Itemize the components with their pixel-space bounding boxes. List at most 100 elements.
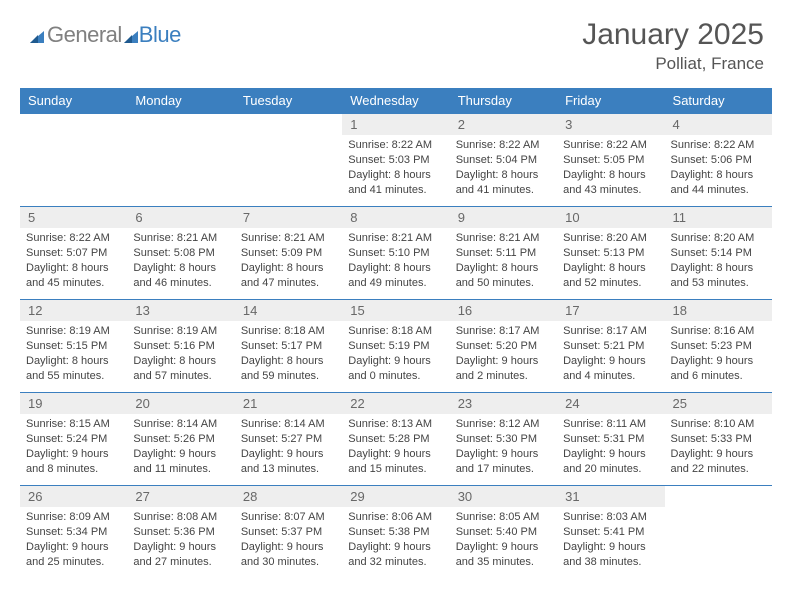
calendar-cell: 9Sunrise: 8:21 AMSunset: 5:11 PMDaylight… (450, 207, 557, 300)
day-number: 23 (450, 393, 557, 414)
day-number: 12 (20, 300, 127, 321)
day-number: 3 (557, 114, 664, 135)
day-header: Wednesday (342, 88, 449, 114)
day-details: Sunrise: 8:10 AMSunset: 5:33 PMDaylight:… (665, 414, 772, 478)
calendar-cell: 5Sunrise: 8:22 AMSunset: 5:07 PMDaylight… (20, 207, 127, 300)
title-block: January 2025 Polliat, France (582, 18, 764, 74)
calendar-row: 19Sunrise: 8:15 AMSunset: 5:24 PMDayligh… (20, 393, 772, 486)
calendar-cell (127, 114, 234, 207)
day-details: Sunrise: 8:09 AMSunset: 5:34 PMDaylight:… (20, 507, 127, 571)
day-number: 8 (342, 207, 449, 228)
day-number: 24 (557, 393, 664, 414)
day-number: 21 (235, 393, 342, 414)
day-number: 22 (342, 393, 449, 414)
day-details: Sunrise: 8:22 AMSunset: 5:03 PMDaylight:… (342, 135, 449, 199)
day-number: 29 (342, 486, 449, 507)
calendar-cell: 1Sunrise: 8:22 AMSunset: 5:03 PMDaylight… (342, 114, 449, 207)
day-details: Sunrise: 8:21 AMSunset: 5:10 PMDaylight:… (342, 228, 449, 292)
calendar-cell: 11Sunrise: 8:20 AMSunset: 5:14 PMDayligh… (665, 207, 772, 300)
header: General Blue January 2025 Polliat, Franc… (0, 0, 792, 82)
day-number: 20 (127, 393, 234, 414)
calendar-row: 26Sunrise: 8:09 AMSunset: 5:34 PMDayligh… (20, 486, 772, 579)
day-number: 25 (665, 393, 772, 414)
calendar-cell: 18Sunrise: 8:16 AMSunset: 5:23 PMDayligh… (665, 300, 772, 393)
month-title: January 2025 (582, 18, 764, 52)
day-details: Sunrise: 8:15 AMSunset: 5:24 PMDaylight:… (20, 414, 127, 478)
day-details: Sunrise: 8:19 AMSunset: 5:15 PMDaylight:… (20, 321, 127, 385)
calendar-cell: 23Sunrise: 8:12 AMSunset: 5:30 PMDayligh… (450, 393, 557, 486)
day-number: 9 (450, 207, 557, 228)
calendar-row: 5Sunrise: 8:22 AMSunset: 5:07 PMDaylight… (20, 207, 772, 300)
day-details: Sunrise: 8:08 AMSunset: 5:36 PMDaylight:… (127, 507, 234, 571)
calendar-cell: 12Sunrise: 8:19 AMSunset: 5:15 PMDayligh… (20, 300, 127, 393)
calendar-cell: 16Sunrise: 8:17 AMSunset: 5:20 PMDayligh… (450, 300, 557, 393)
logo-text-1: General (47, 22, 122, 48)
logo-icon (28, 25, 46, 45)
calendar-cell: 7Sunrise: 8:21 AMSunset: 5:09 PMDaylight… (235, 207, 342, 300)
calendar-cell (20, 114, 127, 207)
day-details: Sunrise: 8:14 AMSunset: 5:27 PMDaylight:… (235, 414, 342, 478)
calendar-cell: 25Sunrise: 8:10 AMSunset: 5:33 PMDayligh… (665, 393, 772, 486)
calendar-cell: 28Sunrise: 8:07 AMSunset: 5:37 PMDayligh… (235, 486, 342, 579)
day-number: 26 (20, 486, 127, 507)
day-details: Sunrise: 8:05 AMSunset: 5:40 PMDaylight:… (450, 507, 557, 571)
calendar-cell: 24Sunrise: 8:11 AMSunset: 5:31 PMDayligh… (557, 393, 664, 486)
calendar-cell: 13Sunrise: 8:19 AMSunset: 5:16 PMDayligh… (127, 300, 234, 393)
logo-icon (122, 25, 140, 45)
day-details: Sunrise: 8:13 AMSunset: 5:28 PMDaylight:… (342, 414, 449, 478)
day-header: Thursday (450, 88, 557, 114)
day-details: Sunrise: 8:14 AMSunset: 5:26 PMDaylight:… (127, 414, 234, 478)
day-details: Sunrise: 8:22 AMSunset: 5:07 PMDaylight:… (20, 228, 127, 292)
calendar-cell: 10Sunrise: 8:20 AMSunset: 5:13 PMDayligh… (557, 207, 664, 300)
day-details: Sunrise: 8:11 AMSunset: 5:31 PMDaylight:… (557, 414, 664, 478)
day-details: Sunrise: 8:18 AMSunset: 5:19 PMDaylight:… (342, 321, 449, 385)
day-number: 10 (557, 207, 664, 228)
day-details: Sunrise: 8:17 AMSunset: 5:20 PMDaylight:… (450, 321, 557, 385)
calendar-cell: 20Sunrise: 8:14 AMSunset: 5:26 PMDayligh… (127, 393, 234, 486)
day-number: 2 (450, 114, 557, 135)
day-details: Sunrise: 8:22 AMSunset: 5:05 PMDaylight:… (557, 135, 664, 199)
calendar-row: 1Sunrise: 8:22 AMSunset: 5:03 PMDaylight… (20, 114, 772, 207)
day-details: Sunrise: 8:21 AMSunset: 5:08 PMDaylight:… (127, 228, 234, 292)
day-details: Sunrise: 8:20 AMSunset: 5:14 PMDaylight:… (665, 228, 772, 292)
day-details: Sunrise: 8:18 AMSunset: 5:17 PMDaylight:… (235, 321, 342, 385)
calendar-cell: 3Sunrise: 8:22 AMSunset: 5:05 PMDaylight… (557, 114, 664, 207)
day-number: 13 (127, 300, 234, 321)
calendar-cell: 6Sunrise: 8:21 AMSunset: 5:08 PMDaylight… (127, 207, 234, 300)
calendar-cell: 29Sunrise: 8:06 AMSunset: 5:38 PMDayligh… (342, 486, 449, 579)
calendar-cell (235, 114, 342, 207)
day-header: Friday (557, 88, 664, 114)
calendar-cell: 26Sunrise: 8:09 AMSunset: 5:34 PMDayligh… (20, 486, 127, 579)
calendar-cell: 17Sunrise: 8:17 AMSunset: 5:21 PMDayligh… (557, 300, 664, 393)
day-number: 6 (127, 207, 234, 228)
calendar-cell: 27Sunrise: 8:08 AMSunset: 5:36 PMDayligh… (127, 486, 234, 579)
day-number: 7 (235, 207, 342, 228)
calendar-cell: 31Sunrise: 8:03 AMSunset: 5:41 PMDayligh… (557, 486, 664, 579)
logo: General Blue (28, 18, 181, 48)
day-header: Tuesday (235, 88, 342, 114)
day-number: 15 (342, 300, 449, 321)
day-number: 27 (127, 486, 234, 507)
day-details: Sunrise: 8:19 AMSunset: 5:16 PMDaylight:… (127, 321, 234, 385)
day-number: 16 (450, 300, 557, 321)
day-details: Sunrise: 8:03 AMSunset: 5:41 PMDaylight:… (557, 507, 664, 571)
calendar-cell: 21Sunrise: 8:14 AMSunset: 5:27 PMDayligh… (235, 393, 342, 486)
day-number: 5 (20, 207, 127, 228)
day-header: Sunday (20, 88, 127, 114)
day-number: 31 (557, 486, 664, 507)
calendar-cell: 14Sunrise: 8:18 AMSunset: 5:17 PMDayligh… (235, 300, 342, 393)
day-number: 11 (665, 207, 772, 228)
calendar-cell: 30Sunrise: 8:05 AMSunset: 5:40 PMDayligh… (450, 486, 557, 579)
day-number: 1 (342, 114, 449, 135)
day-number: 4 (665, 114, 772, 135)
calendar-cell: 19Sunrise: 8:15 AMSunset: 5:24 PMDayligh… (20, 393, 127, 486)
day-header-row: Sunday Monday Tuesday Wednesday Thursday… (20, 88, 772, 114)
day-details: Sunrise: 8:12 AMSunset: 5:30 PMDaylight:… (450, 414, 557, 478)
day-header: Saturday (665, 88, 772, 114)
day-number: 14 (235, 300, 342, 321)
day-number: 30 (450, 486, 557, 507)
calendar-cell: 2Sunrise: 8:22 AMSunset: 5:04 PMDaylight… (450, 114, 557, 207)
calendar-cell: 4Sunrise: 8:22 AMSunset: 5:06 PMDaylight… (665, 114, 772, 207)
calendar-cell: 8Sunrise: 8:21 AMSunset: 5:10 PMDaylight… (342, 207, 449, 300)
day-number: 18 (665, 300, 772, 321)
